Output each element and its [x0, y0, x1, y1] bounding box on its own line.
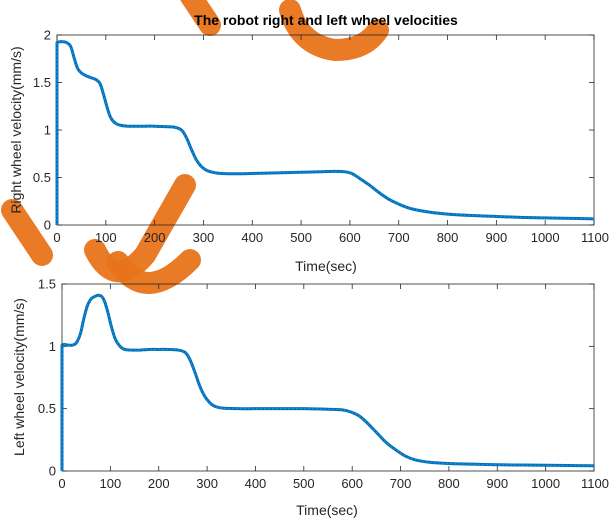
y-tick-label: 0	[44, 218, 51, 233]
x-tick-label: 100	[100, 476, 122, 491]
x-tick-label: 600	[341, 476, 363, 491]
axes-frame	[56, 34, 595, 226]
x-tick-label: 300	[193, 230, 215, 245]
y-tick-label: 1.5	[38, 277, 56, 292]
x-tick-label: 800	[438, 476, 460, 491]
series-line	[55, 40, 595, 225]
x-tick-label: 100	[95, 230, 117, 245]
y-tick-label: 1	[44, 123, 51, 138]
x-tick-label: 200	[144, 230, 166, 245]
x-axis-label: Time(sec)	[296, 502, 358, 518]
y-axis-label: Left wheel velocity(mm/s)	[11, 298, 27, 456]
x-tick-label: 0	[58, 476, 65, 491]
chart-right-wheel: The robot right and left wheel velocitie…	[8, 12, 609, 274]
y-tick-label: 0	[49, 464, 56, 479]
x-tick-label: 300	[196, 476, 218, 491]
series-group	[60, 293, 595, 471]
axis-ticks: 0 100 200 300 400 500 600 700 800 900 1000 1100 0 0.5…	[33, 28, 609, 246]
series-group	[55, 40, 595, 225]
y-tick-label: 1.5	[33, 75, 51, 90]
x-tick-label: 500	[290, 230, 312, 245]
y-tick-label: 0.5	[33, 170, 51, 185]
axis-ticks: 0 100 200 300 400 500 600 700 800 900 1000 1100 0 0.5…	[38, 277, 609, 492]
x-tick-label: 200	[148, 476, 170, 491]
x-tick-label: 1100	[581, 476, 609, 491]
x-tick-label: 400	[245, 476, 267, 491]
chart-left-wheel: 0 100 200 300 400 500 600 700 800 900 1000 1100 0 0.5…	[11, 277, 609, 518]
x-tick-label: 800	[437, 230, 459, 245]
x-tick-label: 1100	[581, 230, 609, 245]
x-tick-label: 1000	[531, 230, 560, 245]
x-tick-label: 600	[339, 230, 361, 245]
watermark	[1, 0, 389, 294]
x-axis-label: Time(sec)	[295, 258, 357, 274]
x-tick-label: 0	[53, 230, 60, 245]
y-axis-label: Right wheel velocity(mm/s)	[8, 46, 24, 213]
y-tick-label: 0.5	[38, 401, 56, 416]
series-line-core	[61, 294, 595, 471]
x-tick-label: 900	[486, 230, 508, 245]
x-tick-label: 500	[293, 476, 315, 491]
x-tick-label: 700	[390, 476, 412, 491]
series-line-core	[56, 41, 595, 225]
x-tick-label: 700	[388, 230, 410, 245]
x-tick-label: 1000	[531, 476, 560, 491]
series-line	[60, 293, 595, 471]
y-tick-label: 1	[49, 339, 56, 354]
y-tick-label: 2	[44, 28, 51, 43]
axes-frame	[61, 283, 595, 472]
x-tick-label: 400	[241, 230, 263, 245]
chart-title: The robot right and left wheel velocitie…	[194, 12, 458, 28]
x-tick-label: 900	[486, 476, 508, 491]
